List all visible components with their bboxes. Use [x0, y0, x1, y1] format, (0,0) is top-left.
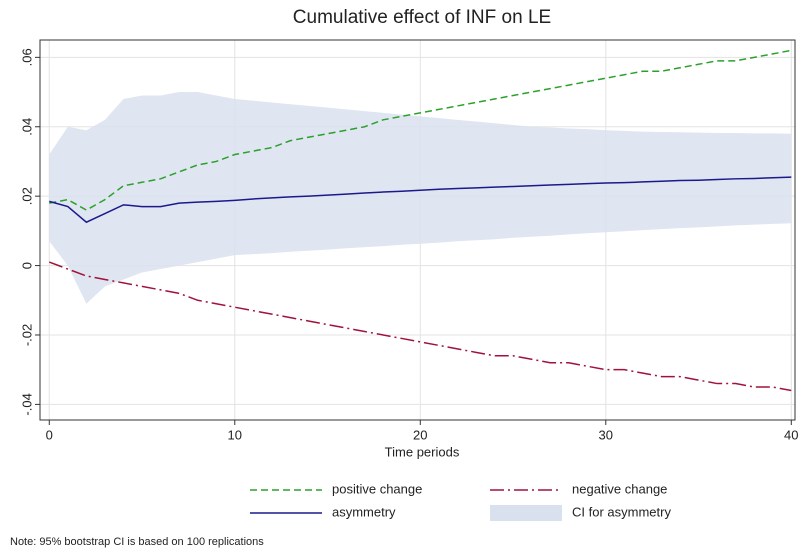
chart: Cumulative effect of INF on LE Time peri… [0, 0, 802, 550]
x-tick-label: 20 [413, 427, 427, 442]
x-tick-label: 40 [784, 427, 798, 442]
y-tick-label: 0 [19, 262, 34, 269]
y-tick-label: .02 [19, 187, 34, 205]
page: Cumulative effect of INF on LE Time peri… [0, 0, 802, 550]
note: Note: 95% bootstrap CI is based on 100 r… [10, 536, 264, 548]
x-tick-label: 30 [599, 427, 613, 442]
legend-label: asymmetry [332, 504, 396, 519]
legend-label: CI for asymmetry [572, 504, 671, 519]
y-tick-label: .06 [19, 48, 34, 66]
x-tick-label: 0 [46, 427, 53, 442]
legend-label: positive change [332, 481, 422, 496]
y-tick-label: .04 [19, 118, 34, 136]
chart-title: Cumulative effect of INF on LE [293, 7, 551, 28]
x-axis-title: Time periods [385, 444, 460, 459]
x-tick-label: 10 [228, 427, 242, 442]
y-tick-label: -.02 [19, 324, 34, 346]
legend-swatch [490, 505, 562, 521]
legend-label: negative change [572, 481, 667, 496]
y-tick-label: -.04 [19, 393, 34, 415]
